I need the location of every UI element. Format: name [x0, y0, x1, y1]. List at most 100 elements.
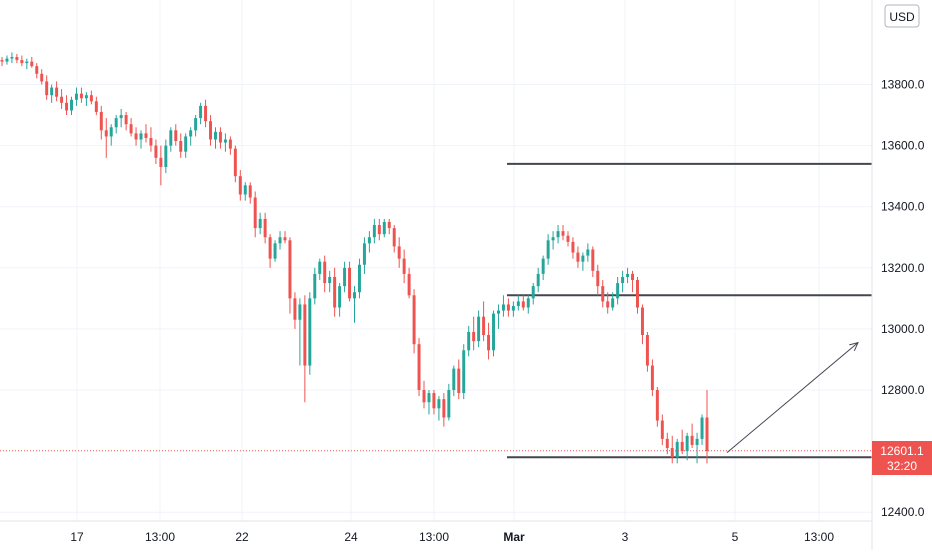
time-tick-label: 3 [622, 530, 629, 544]
candle-body [596, 270, 600, 287]
candle-body [159, 157, 163, 167]
candle-body [0, 60, 4, 62]
candle-body [616, 283, 620, 299]
candle-body [685, 435, 689, 452]
candle-body [367, 237, 371, 244]
grid [0, 0, 872, 521]
candle-body [298, 304, 302, 320]
candle-body [586, 249, 590, 256]
candle-body [134, 133, 138, 140]
candle-body [665, 438, 669, 449]
candle-body [45, 81, 49, 96]
candle-body [333, 276, 337, 308]
candle-body [511, 305, 515, 311]
candle-body [437, 399, 441, 409]
candle-body [5, 58, 9, 62]
candle-body [338, 286, 342, 308]
candle-body [521, 301, 525, 308]
candle-body [442, 399, 446, 418]
candle-body [670, 448, 674, 458]
time-tick-label: 13:00 [145, 530, 175, 544]
horizontal-levels[interactable] [507, 162, 872, 459]
candle-body [50, 87, 54, 96]
candle-body [40, 73, 44, 82]
candle-body [233, 148, 237, 177]
candle-body [144, 133, 148, 138]
currency-button-label[interactable]: USD [889, 10, 915, 24]
time-tick-label: 22 [235, 530, 249, 544]
candle-body [129, 124, 133, 134]
candle-body [680, 441, 684, 452]
candle-body [516, 301, 520, 306]
price-tick-label: 13200.0 [881, 261, 925, 275]
candle-body [263, 218, 267, 238]
candle-body [581, 255, 585, 262]
candle-body [372, 225, 376, 238]
candle-body [487, 335, 491, 351]
time-tick-label: 13:00 [419, 530, 449, 544]
candle-body [561, 231, 565, 236]
candle-body [457, 368, 461, 394]
candle-body [631, 273, 635, 281]
candle-body [571, 241, 575, 253]
currency-button[interactable]: USD [884, 4, 920, 28]
candle-body [650, 365, 654, 390]
candle-body [189, 130, 193, 137]
candle-body [30, 61, 34, 67]
candle-body [209, 121, 213, 140]
candle-body [492, 313, 496, 351]
candle-body [432, 393, 436, 409]
time-tick-label: 17 [70, 530, 84, 544]
candle-body [258, 218, 262, 229]
candle-body [169, 130, 173, 146]
candle-body [268, 237, 272, 259]
candle-body [462, 350, 466, 394]
candle-body [308, 298, 312, 366]
candle-body [675, 441, 679, 458]
candle-body [109, 127, 113, 137]
candle-body [104, 130, 108, 137]
candle-body [601, 286, 605, 302]
candle-body [382, 221, 386, 235]
candle-body [407, 273, 411, 296]
candle-body [243, 185, 247, 195]
candle-body [645, 335, 649, 366]
candles [0, 52, 709, 464]
candle-body [452, 368, 456, 390]
candle-body [690, 435, 694, 445]
price-tick-label: 12800.0 [881, 383, 925, 397]
candle-body [402, 258, 406, 274]
candle-body [20, 60, 24, 64]
candle-body [124, 115, 128, 125]
candle-body [417, 344, 421, 390]
candle-body [84, 95, 88, 99]
candle-body [566, 235, 570, 242]
price-label: 12601.1 32:20 [872, 441, 932, 475]
candle-body [387, 221, 391, 229]
candle-body [65, 102, 69, 111]
time-tick-label: Mar [503, 530, 525, 544]
candle-body [179, 141, 183, 152]
candle-body [283, 237, 287, 241]
candle-body [213, 131, 217, 140]
candle-body [660, 420, 664, 439]
candle-body [199, 105, 203, 119]
candle-body [353, 292, 356, 299]
candle-body [35, 66, 39, 74]
price-tick-label: 13400.0 [881, 200, 925, 214]
candle-body [551, 237, 555, 241]
candle-body [705, 417, 709, 452]
candle-body [149, 137, 153, 146]
candle-body [303, 304, 307, 366]
candle-body [477, 316, 481, 342]
trend-arrow[interactable] [726, 341, 859, 454]
candle-body [60, 96, 64, 103]
candle-body [119, 115, 123, 119]
price-tick-label: 12400.0 [881, 505, 925, 519]
candle-body [576, 252, 580, 262]
candle-body [114, 118, 118, 128]
candle-body [626, 273, 630, 277]
candle-body [223, 139, 227, 143]
